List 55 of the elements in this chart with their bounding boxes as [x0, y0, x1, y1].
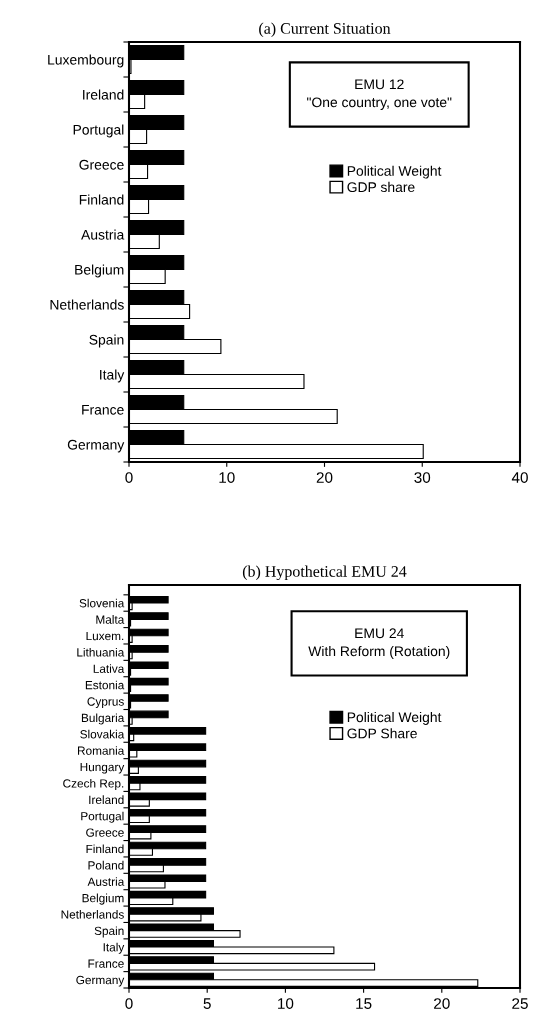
y-tick-label: Finland: [86, 844, 124, 854]
y-tick-label: Slovakia: [80, 729, 125, 739]
x-tick-label: 15: [356, 998, 372, 1009]
x-tick-label: 5: [203, 998, 211, 1009]
legend-label: Political Weight: [347, 711, 442, 725]
x-tick-label: 0: [125, 998, 133, 1009]
legend-label: Political Weight: [347, 165, 442, 179]
x-tick-label: 25: [512, 998, 528, 1009]
y-tick-label: Czech Rep.: [63, 778, 124, 790]
y-tick-label: Belgium: [75, 264, 124, 278]
y-tick-label: Estonia: [85, 680, 125, 690]
x-tick-label: 10: [219, 472, 235, 483]
y-tick-label: Belgium: [82, 893, 124, 905]
y-tick-label: Greece: [86, 828, 124, 837]
y-tick-label: Italy: [103, 942, 125, 954]
y-tick-label: Austria: [81, 229, 125, 240]
y-tick-label: Portugal: [81, 811, 124, 823]
y-tick-label: Bulgaria: [81, 713, 125, 725]
y-tick-label: France: [82, 404, 124, 415]
y-tick-label: Malta: [96, 615, 125, 624]
y-tick-label: Ireland: [83, 89, 124, 100]
y-tick-label: France: [88, 959, 124, 968]
annotation: EMU 12 "One country, one vote": [307, 79, 452, 110]
y-tick-label: Finland: [79, 194, 124, 205]
y-tick-label: Portugal: [73, 124, 124, 138]
chart-title: (a) Current Situation: [259, 22, 391, 38]
y-tick-label: Lithuania: [77, 647, 125, 657]
y-tick-label: Netherlands: [61, 910, 124, 919]
legend-label: GDP share: [347, 181, 415, 193]
y-tick-label: Spain: [89, 334, 124, 348]
y-tick-label: Austria: [87, 877, 125, 886]
y-tick-label: Luxem.: [86, 631, 124, 641]
y-tick-label: Germany: [67, 439, 125, 453]
chart-title: (b) Hypothetical EMU 24: [242, 565, 407, 581]
x-tick-label: 20: [434, 998, 450, 1009]
y-tick-label: Netherlands: [50, 299, 124, 310]
legend-label: GDP Share: [347, 728, 417, 739]
x-tick-label: 10: [278, 998, 294, 1009]
annotation: EMU 24 With Reform (Rotation): [308, 628, 450, 659]
y-tick-label: Germany: [76, 975, 125, 987]
y-tick-label: Lativa: [93, 664, 125, 673]
y-tick-label: Spain: [94, 926, 124, 938]
y-tick-label: Poland: [88, 860, 124, 870]
y-tick-label: Italy: [100, 369, 125, 383]
x-tick-label: 20: [316, 472, 333, 483]
x-tick-label: 0: [125, 472, 133, 483]
x-tick-label: 40: [511, 472, 528, 483]
y-tick-label: Hungary: [80, 763, 125, 774]
y-tick-label: Luxembourg: [48, 54, 124, 68]
y-tick-label: Cyprus: [87, 697, 124, 709]
y-tick-label: Slovenia: [79, 598, 125, 608]
y-tick-label: Greece: [79, 159, 124, 170]
y-tick-label: Ireland: [89, 795, 124, 804]
y-tick-label: Romania: [78, 746, 125, 755]
x-tick-label: 30: [414, 472, 431, 483]
